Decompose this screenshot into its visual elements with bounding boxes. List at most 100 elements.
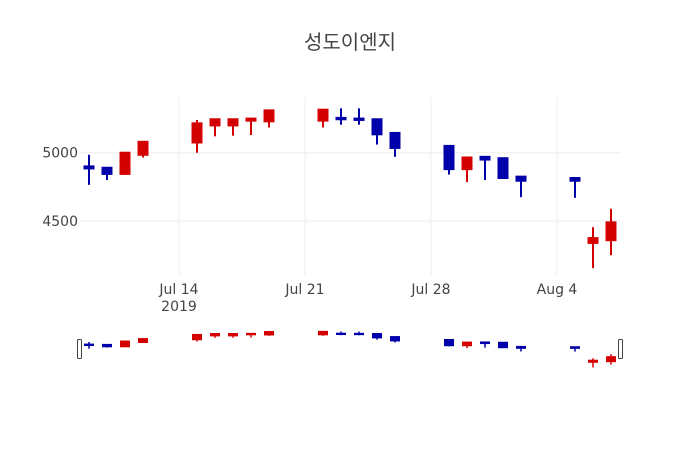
- mini-candle-body: [210, 333, 220, 337]
- mini-candle: [498, 341, 508, 349]
- candle-increasing[interactable]: [605, 208, 617, 256]
- gridlines: [80, 97, 620, 275]
- candle-body: [137, 140, 149, 156]
- chart-title: 성도이엔지: [304, 30, 396, 54]
- mini-candle-body: [228, 333, 238, 337]
- mini-candle-body: [516, 345, 526, 349]
- range-slider-right-handle[interactable]: [618, 339, 623, 359]
- candle-body: [263, 109, 275, 123]
- mini-candle-body: [354, 332, 364, 336]
- candle-increasing[interactable]: [209, 118, 221, 137]
- mini-candle-body: [138, 338, 148, 343]
- candle-decreasing[interactable]: [569, 177, 581, 198]
- y-tick-label: 5000: [42, 146, 78, 162]
- mini-candle-body: [336, 332, 346, 336]
- candle-body: [353, 117, 365, 121]
- candle-decreasing[interactable]: [101, 166, 113, 181]
- mini-candle: [516, 345, 526, 352]
- range-slider-left-handle[interactable]: [77, 339, 82, 359]
- x-tick-label: Jul 21: [284, 282, 324, 298]
- mini-candle: [354, 331, 364, 336]
- candle-increasing[interactable]: [263, 109, 275, 128]
- candle-increasing[interactable]: [227, 118, 239, 136]
- candle-increasing[interactable]: [137, 140, 149, 158]
- mini-candle: [606, 354, 616, 365]
- plot-area[interactable]: [83, 108, 617, 269]
- candle-increasing[interactable]: [461, 156, 473, 183]
- mini-candle: [444, 338, 454, 347]
- candle-increasing[interactable]: [317, 108, 329, 128]
- mini-candle: [246, 332, 256, 338]
- candle-increasing[interactable]: [587, 227, 599, 269]
- candle-body: [371, 118, 383, 136]
- mini-candle: [210, 333, 220, 338]
- x-tick-label: Jul 14: [158, 282, 198, 298]
- candle-decreasing[interactable]: [389, 131, 401, 157]
- mini-candle-body: [246, 332, 256, 336]
- mini-candle-body: [498, 341, 508, 349]
- mini-candle-body: [102, 343, 112, 348]
- mini-candle: [372, 333, 382, 340]
- candle-body: [587, 237, 599, 244]
- mini-candle-body: [120, 340, 130, 348]
- x-axis: Jul 14 2019 Jul 21 Jul 28 Aug 4: [158, 282, 577, 315]
- candle-body: [227, 118, 239, 127]
- x-tick-sublabel: 2019: [161, 299, 197, 315]
- mini-candle-body: [390, 336, 400, 342]
- candle-body: [317, 108, 329, 122]
- candle-increasing[interactable]: [245, 117, 257, 135]
- mini-candle: [336, 331, 346, 336]
- x-tick-label: Aug 4: [537, 282, 578, 298]
- candle-body: [119, 151, 131, 175]
- mini-candle-body: [444, 338, 454, 347]
- candle-increasing[interactable]: [191, 119, 203, 153]
- mini-candle: [120, 340, 130, 348]
- candle-body: [83, 165, 95, 170]
- y-axis: 5000 4500: [42, 146, 78, 230]
- candle-body: [245, 117, 257, 122]
- candle-body: [209, 118, 221, 127]
- candle-body: [389, 131, 401, 149]
- candle-decreasing[interactable]: [353, 108, 365, 125]
- range-slider-background[interactable]: [80, 329, 620, 369]
- x-tick-label: Jul 28: [410, 282, 450, 298]
- mini-candle: [318, 330, 328, 336]
- mini-candle-body: [480, 341, 490, 345]
- candle-decreasing[interactable]: [515, 175, 527, 198]
- mini-candle-body: [318, 330, 328, 336]
- mini-candle-body: [606, 356, 616, 363]
- candle-body: [191, 122, 203, 144]
- mini-candle: [480, 341, 490, 348]
- y-tick-label: 4500: [42, 214, 78, 230]
- mini-candle: [462, 341, 472, 349]
- mini-candle-body: [264, 331, 274, 336]
- mini-candle: [84, 341, 94, 349]
- candle-body: [479, 155, 491, 161]
- candle-increasing[interactable]: [119, 151, 131, 175]
- mini-candle: [138, 338, 148, 343]
- mini-candle: [390, 336, 400, 343]
- candle-body: [443, 144, 455, 171]
- mini-candle-body: [192, 333, 202, 341]
- mini-candle-body: [462, 341, 472, 347]
- candle-decreasing[interactable]: [371, 118, 383, 145]
- candle-decreasing[interactable]: [335, 108, 347, 125]
- mini-candle: [570, 346, 580, 352]
- mini-candle: [588, 358, 598, 368]
- candle-decreasing[interactable]: [443, 144, 455, 175]
- candle-body: [497, 157, 509, 180]
- mini-candle-body: [588, 359, 598, 363]
- mini-candle: [192, 333, 202, 342]
- range-slider-preview: [84, 330, 616, 368]
- mini-candle: [228, 333, 238, 338]
- range-slider[interactable]: [77, 329, 623, 369]
- mini-candle: [264, 331, 274, 336]
- candle-body: [461, 156, 473, 171]
- candle-body: [515, 175, 527, 182]
- candle-decreasing[interactable]: [497, 157, 509, 180]
- candle-decreasing[interactable]: [83, 154, 95, 185]
- candle-decreasing[interactable]: [479, 155, 491, 181]
- mini-candle: [102, 343, 112, 348]
